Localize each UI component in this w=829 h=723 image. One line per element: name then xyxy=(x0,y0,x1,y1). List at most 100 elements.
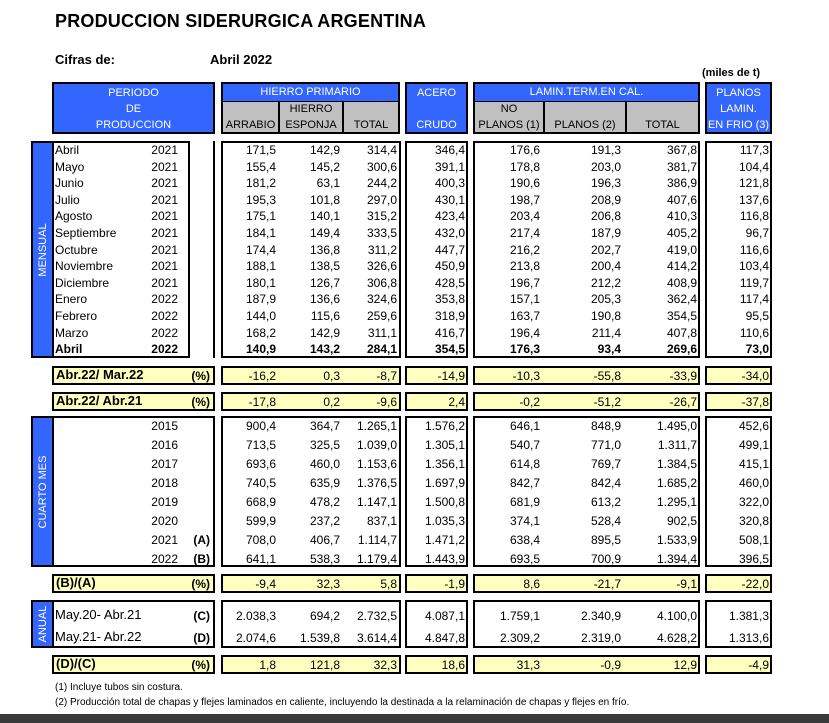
value-no-planos: 614,8 xyxy=(509,457,540,471)
value-hierro-total: 244,2 xyxy=(366,176,397,191)
value-hierro-total: -9,6 xyxy=(376,395,397,409)
value-arrabio: 2.074,6 xyxy=(235,631,276,645)
ratio-unit: (%) xyxy=(191,577,210,591)
value-hierro-total: 1.153,6 xyxy=(356,457,397,471)
value-no-planos: 1.759,1 xyxy=(499,609,540,623)
value-lamin-total: 419,0 xyxy=(666,242,697,257)
value-acero-crudo: 2,4 xyxy=(448,395,465,409)
value-planos: 203,0 xyxy=(590,159,621,174)
value-hierro-total: 3.614,4 xyxy=(356,631,397,645)
value-hierro-esponja: 142,9 xyxy=(309,325,340,340)
value-hierro-esponja: 143,2 xyxy=(309,342,340,357)
value-planos-frio: 508,1 xyxy=(738,533,769,547)
value-planos-frio: 119,7 xyxy=(739,275,769,290)
value-no-planos: -10,3 xyxy=(512,369,540,383)
ratio-label: (D)/(C) xyxy=(56,656,96,671)
value-hierro-esponja: 460,0 xyxy=(309,457,340,471)
month-label: Mayo xyxy=(55,159,85,174)
hierro-esponja-header-line2: ESPONJA xyxy=(285,119,337,131)
value-no-planos: 31,3 xyxy=(516,658,540,672)
value-arrabio: 740,5 xyxy=(245,476,276,490)
value-lamin-total: 12,9 xyxy=(673,658,697,672)
value-planos-frio: 110,6 xyxy=(739,325,769,340)
value-planos-frio: 103,4 xyxy=(738,259,769,274)
value-hierro-total: 297,0 xyxy=(366,192,397,207)
value-hierro-esponja: 101,8 xyxy=(309,192,340,207)
value-arrabio: 708,0 xyxy=(245,533,276,547)
value-acero-crudo: 353,8 xyxy=(434,292,465,307)
value-hierro-total: 314,4 xyxy=(366,143,397,157)
value-arrabio: 187,9 xyxy=(245,292,276,307)
value-no-planos: 681,9 xyxy=(509,495,540,509)
year-label: 2020 xyxy=(151,514,178,528)
value-hierro-esponja: 635,9 xyxy=(309,476,340,490)
value-acero-crudo: 423,4 xyxy=(434,209,465,224)
value-arrabio: 641,1 xyxy=(245,552,276,566)
year-label: 2022 xyxy=(151,292,178,307)
value-hierro-total: 284,1 xyxy=(366,342,397,357)
value-planos-frio: -37,8 xyxy=(741,395,769,409)
anual-side-bar: ANUAL xyxy=(31,600,54,648)
value-arrabio: 171,5 xyxy=(245,143,276,157)
value-planos: 190,8 xyxy=(590,309,621,323)
planos-frio-line2: LAMIN. xyxy=(720,103,757,115)
value-planos-frio: 1.313,6 xyxy=(728,631,769,645)
lamin-label: LAMIN.TERM.EN CAL. xyxy=(529,86,644,98)
month-label: Junio xyxy=(55,176,84,191)
value-acero-crudo: 4.847,8 xyxy=(424,631,465,645)
value-hierro-esponja: 32,3 xyxy=(316,577,340,591)
ratio-box-1 xyxy=(405,366,468,385)
ratio-box-1 xyxy=(405,392,468,411)
value-no-planos: 163,7 xyxy=(509,309,540,323)
value-arrabio: 188,1 xyxy=(245,259,276,274)
value-hierro-esponja: 406,7 xyxy=(309,533,340,547)
ratio-box-0 xyxy=(221,366,401,385)
value-lamin-total: 410,3 xyxy=(666,209,697,224)
value-planos: 202,7 xyxy=(590,242,621,257)
value-hierro-total: 333,5 xyxy=(366,226,397,240)
value-arrabio: 668,9 xyxy=(245,495,276,509)
value-arrabio: 900,4 xyxy=(245,419,276,433)
value-arrabio: 175,1 xyxy=(245,209,276,224)
no-planos-header-line2: PLANOS (1) xyxy=(478,119,540,131)
value-acero-crudo: 447,7 xyxy=(434,242,465,257)
value-hierro-total: 259,6 xyxy=(366,309,397,323)
value-acero-crudo: -1,9 xyxy=(444,577,465,591)
value-no-planos: 217,4 xyxy=(509,226,540,240)
ratio-box-0 xyxy=(221,392,401,411)
value-arrabio: 180,1 xyxy=(245,275,276,290)
value-arrabio: 155,4 xyxy=(245,159,276,174)
ratio-box-2 xyxy=(473,392,700,411)
value-arrabio: 184,1 xyxy=(245,226,276,240)
value-lamin-total: 407,6 xyxy=(666,192,697,207)
year-label: 2021 xyxy=(151,533,178,547)
value-planos: 212,2 xyxy=(590,275,621,290)
month-label: Febrero xyxy=(55,309,98,323)
value-acero-crudo: 346,4 xyxy=(434,143,465,157)
value-lamin-total: 1.685,2 xyxy=(656,476,697,490)
value-acero-crudo: -14,9 xyxy=(437,369,465,383)
row-marker: (B) xyxy=(193,552,210,566)
acero-line1: ACERO xyxy=(416,87,457,99)
ratio-label-box xyxy=(52,574,215,593)
value-hierro-esponja: 140,1 xyxy=(309,209,340,224)
month-label: Marzo xyxy=(55,325,89,340)
value-no-planos: -0,2 xyxy=(519,395,540,409)
value-planos: 191,3 xyxy=(590,143,621,157)
value-hierro-esponja: 145,2 xyxy=(309,159,340,174)
anual-box-0 xyxy=(221,600,401,648)
value-planos-frio: 137,6 xyxy=(738,192,769,207)
year-label: 2022 xyxy=(151,342,178,357)
value-lamin-total: 1.533,9 xyxy=(656,533,697,547)
month-label: Julio xyxy=(55,192,80,207)
cuarto-mes-side-bar: CUARTO MES xyxy=(31,416,54,567)
value-planos-frio: 116,6 xyxy=(739,242,769,257)
month-label: Agosto xyxy=(55,209,93,224)
value-planos: 769,7 xyxy=(590,457,621,471)
value-planos-frio: 96,7 xyxy=(745,226,769,240)
value-hierro-total: 306,8 xyxy=(366,275,397,290)
month-label: Abril xyxy=(55,342,83,357)
acero-header: ACERO CRUDO xyxy=(405,82,468,134)
value-no-planos: 198,7 xyxy=(509,192,540,207)
mensual-box-2 xyxy=(473,141,700,358)
